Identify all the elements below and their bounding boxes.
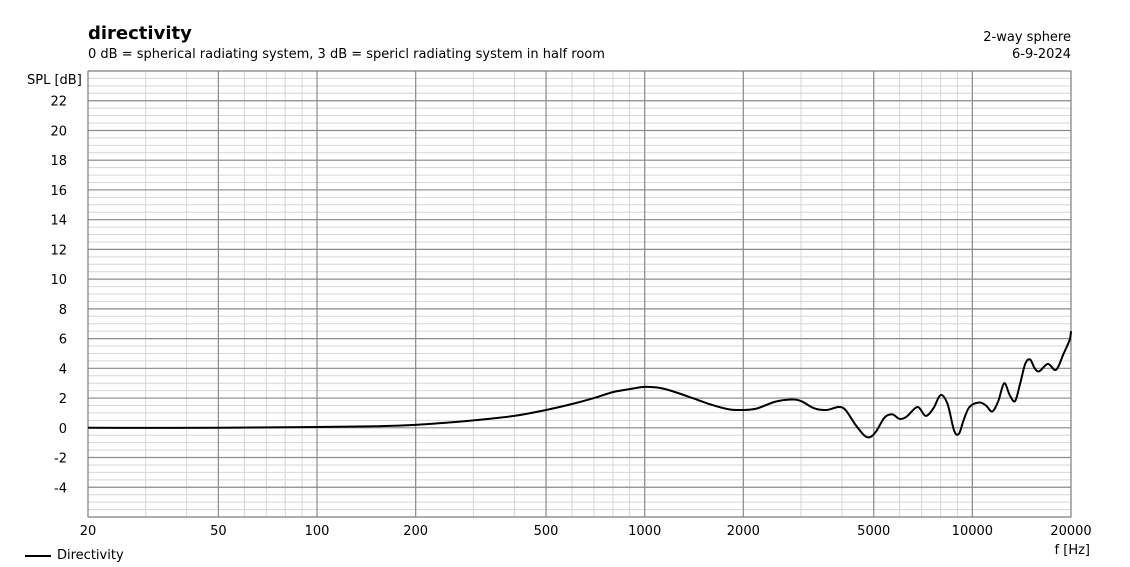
y-tick-label: 8 (59, 303, 67, 318)
y-tick-label: 4 (59, 362, 67, 377)
y-tick-labels: -4 -2 0 2 4 6 8 10 12 14 16 18 20 22 (50, 95, 67, 497)
y-tick-label: 22 (50, 95, 67, 110)
x-tick-labels: 20 50 100 200 500 1000 2000 5000 10000 20000 (80, 524, 1092, 539)
x-tick-label: 1000 (628, 524, 661, 539)
x-tick-label: 20000 (1050, 524, 1091, 539)
x-tick-label: 5000 (857, 524, 890, 539)
legend-swatch-directivity (25, 554, 51, 557)
y-tick-label: 12 (50, 243, 67, 258)
series-layer (87, 331, 1072, 439)
x-tick-label: 100 (305, 524, 330, 539)
x-tick-label: 2000 (727, 524, 760, 539)
y-tick-label: -2 (54, 452, 67, 467)
y-tick-label: 16 (50, 184, 67, 199)
x-axis-label: f [Hz] (1055, 543, 1090, 558)
plot-frame (87, 70, 1072, 518)
minor-grid (88, 70, 1071, 518)
x-tick-label: 500 (534, 524, 559, 539)
legend-label-directivity: Directivity (57, 548, 124, 563)
x-tick-label: 50 (210, 524, 227, 539)
project-name: 2-way sphere (983, 30, 1071, 45)
x-tick-label: 10000 (952, 524, 993, 539)
y-axis-label: SPL [dB] (27, 73, 82, 88)
y-tick-label: 18 (50, 154, 67, 169)
y-tick-label: 10 (50, 273, 67, 288)
series-line-directivity (87, 331, 1072, 439)
legend: Directivity (25, 548, 124, 563)
y-tick-label: 0 (59, 422, 67, 437)
chart-date: 6-9-2024 (1011, 47, 1071, 62)
y-tick-label: 2 (59, 392, 67, 407)
chart-subtitle: 0 dB = spherical radiating system, 3 dB … (88, 47, 605, 62)
x-tick-label: 20 (80, 524, 97, 539)
y-tick-label: 20 (50, 124, 67, 139)
x-tick-label: 200 (403, 524, 428, 539)
y-tick-label: 6 (59, 333, 67, 348)
y-tick-label: -4 (54, 481, 67, 496)
y-tick-label: 14 (50, 214, 67, 229)
chart-title: directivity (88, 23, 192, 44)
